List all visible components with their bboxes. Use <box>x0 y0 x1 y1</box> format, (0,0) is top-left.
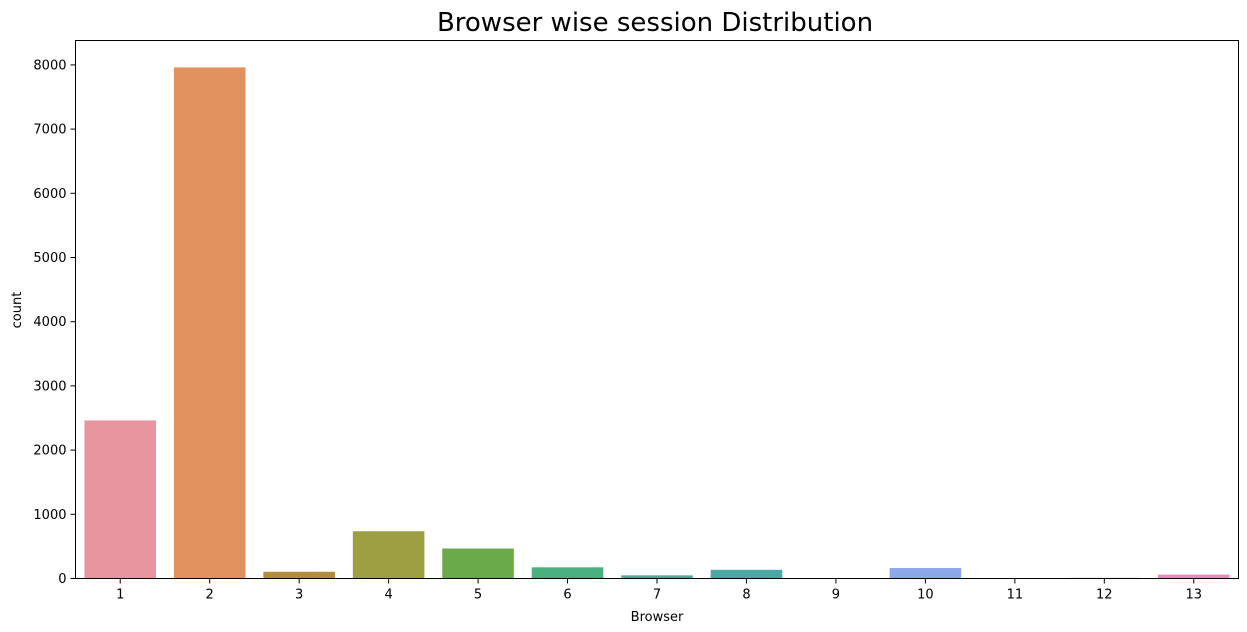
bar-browser-7 <box>621 575 693 579</box>
bar-browser-13 <box>1157 574 1230 579</box>
plot-frame <box>75 40 1239 579</box>
y-tick-label: 8000 <box>33 58 66 73</box>
bar-browser-2 <box>173 67 246 579</box>
x-tick-label: 1 <box>116 588 124 603</box>
bar-browser-4 <box>352 531 425 579</box>
bar-browser-6 <box>531 567 604 579</box>
x-tick-label: 7 <box>653 588 661 603</box>
x-tick-label: 6 <box>563 588 571 603</box>
x-axis-label: Browser <box>631 610 684 625</box>
x-tick-label: 11 <box>1007 588 1024 603</box>
bar-browser-3 <box>263 571 335 579</box>
y-tick-label: 5000 <box>33 251 66 266</box>
x-tick-label: 3 <box>295 588 303 603</box>
chart-title: Browser wise session Distribution <box>437 8 873 38</box>
bar-browser-5 <box>442 548 514 579</box>
bars-group <box>84 67 1230 579</box>
bar-browser-8 <box>710 569 783 579</box>
x-tick-label: 2 <box>206 588 214 603</box>
x-tick-label: 12 <box>1096 588 1113 603</box>
x-tick-label: 5 <box>474 588 482 603</box>
y-tick-label: 7000 <box>33 123 66 138</box>
x-tick-label: 9 <box>832 588 840 603</box>
y-tick-label: 1000 <box>33 508 66 523</box>
x-tick-label: 10 <box>917 588 934 603</box>
y-tick-label: 3000 <box>33 379 66 394</box>
y-tick-label: 0 <box>58 572 66 587</box>
x-tick-label: 4 <box>384 588 392 603</box>
bar-browser-10 <box>889 568 962 579</box>
x-tick-label: 13 <box>1185 588 1202 603</box>
y-tick-label: 6000 <box>33 187 66 202</box>
y-tick-label: 4000 <box>33 315 66 330</box>
bar-browser-1 <box>84 420 157 579</box>
y-tick-label: 2000 <box>33 444 66 459</box>
y-axis-ticks: 0 1000 2000 3000 4000 5000 6000 7000 8000 <box>33 58 76 587</box>
y-axis-label: count <box>10 292 25 329</box>
x-axis-ticks: 1 2 3 4 5 6 7 8 9 10 11 12 13 <box>116 578 1202 603</box>
x-tick-label: 8 <box>742 588 750 603</box>
